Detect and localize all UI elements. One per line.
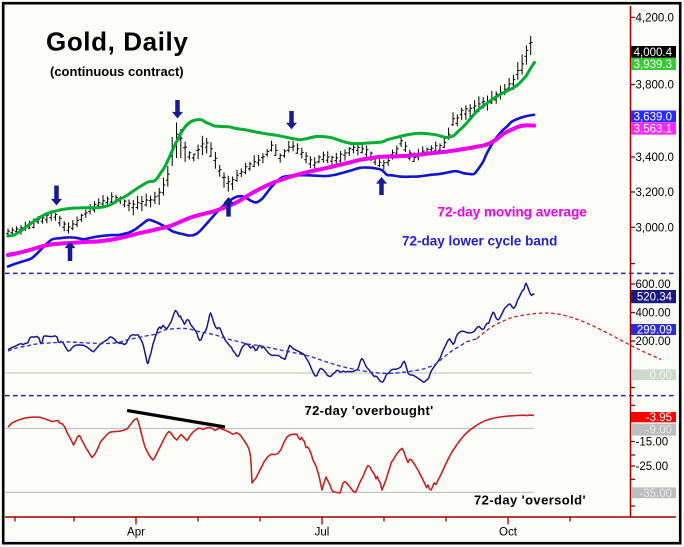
- svg-text:4,200.0: 4,200.0: [636, 13, 674, 25]
- svg-text:3,563.1: 3,563.1: [634, 124, 672, 136]
- svg-text:3,400.0: 3,400.0: [636, 152, 674, 164]
- svg-text:3,000.0: 3,000.0: [636, 223, 674, 235]
- svg-text:Apr: Apr: [127, 527, 145, 539]
- svg-text:Jul: Jul: [315, 527, 330, 539]
- svg-text:3,800.0: 3,800.0: [636, 80, 674, 92]
- svg-text:299.09: 299.09: [637, 325, 672, 337]
- svg-text:3,200.0: 3,200.0: [636, 187, 674, 199]
- svg-text:Oct: Oct: [499, 527, 518, 539]
- svg-text:200.00: 200.00: [636, 336, 671, 348]
- svg-text:-3.95: -3.95: [646, 412, 672, 424]
- svg-text:72-day moving average: 72-day moving average: [438, 205, 588, 220]
- svg-text:4,000.4: 4,000.4: [634, 47, 673, 59]
- svg-text:520.34: 520.34: [637, 292, 673, 304]
- svg-text:-15.00: -15.00: [636, 437, 669, 449]
- svg-text:-25.00: -25.00: [636, 461, 669, 473]
- svg-text:3,939.3: 3,939.3: [634, 59, 672, 71]
- svg-text:72-day 'oversold': 72-day 'oversold': [474, 493, 586, 508]
- svg-text:400.00: 400.00: [636, 308, 671, 320]
- svg-text:(continuous contract): (continuous contract): [50, 64, 184, 79]
- svg-text:0.00: 0.00: [650, 370, 672, 382]
- svg-text:72-day lower cycle band: 72-day lower cycle band: [402, 234, 557, 249]
- svg-text:3,639.0: 3,639.0: [634, 111, 672, 123]
- svg-text:-9.00: -9.00: [646, 425, 672, 437]
- svg-text:72-day 'overbought': 72-day 'overbought': [305, 403, 434, 418]
- svg-text:600.00: 600.00: [636, 279, 671, 291]
- svg-text:Gold, Daily: Gold, Daily: [46, 27, 188, 57]
- svg-text:-35.00: -35.00: [639, 488, 672, 500]
